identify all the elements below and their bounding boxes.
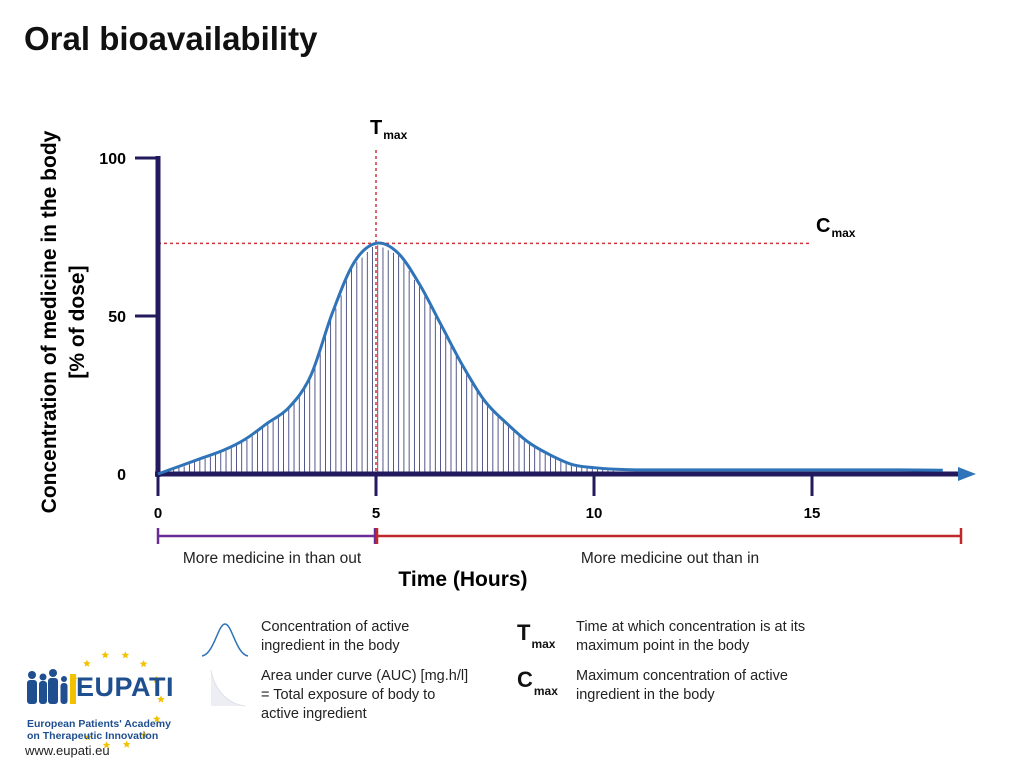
logo-line1: European Patients' Academy <box>27 718 171 730</box>
x-axis-arrow-icon <box>958 467 976 481</box>
star-icon <box>157 695 165 703</box>
y-axis-label: Concentration of medicine in the body [% … <box>38 130 89 513</box>
logo-name: EUPATI <box>76 672 175 702</box>
axis-labels: 0 50 100 0 5 10 15 Time (Hours) Concentration of… <box>38 117 856 591</box>
phase-ranges: More medicine in than out More medicine o… <box>156 528 963 567</box>
x-axis-label: Time (Hours) <box>398 568 527 591</box>
logo-url: www.eupati.eu <box>25 743 110 758</box>
x-tick-label: 5 <box>372 505 380 522</box>
legend-tmax-text: Time at which concentration is at its ma… <box>576 619 806 654</box>
people-figures-icon <box>27 669 76 704</box>
star-icon <box>102 741 111 749</box>
axes <box>135 156 976 496</box>
auc-legend-icon <box>210 669 246 707</box>
eupati-logo-graphic <box>27 651 165 749</box>
curve-legend-icon <box>201 623 249 657</box>
star-icon <box>84 733 92 741</box>
star-icon <box>121 651 130 659</box>
y-tick-label: 100 <box>99 151 126 168</box>
x-tick-label: 15 <box>804 505 821 522</box>
star-icon <box>83 659 91 667</box>
x-tick-label: 10 <box>586 505 603 522</box>
legend-cmax-text: Maximum concentration of active ingredie… <box>576 668 788 703</box>
range-label: More medicine out than in <box>581 550 759 567</box>
y-axis-label-line2: [% of dose] <box>66 265 89 378</box>
tmax-label-sub: max <box>383 128 407 142</box>
star-ring <box>70 651 165 749</box>
cmax-label-sub: max <box>831 226 855 240</box>
y-tick-label: 0 <box>117 467 126 484</box>
page-title: Oral bioavailability <box>24 20 318 57</box>
x-tick-label: 0 <box>154 505 162 522</box>
tmax-label: Tmax <box>370 117 408 142</box>
legend-auc-text: Area under curve (AUC) [mg.h/l] = Total … <box>261 668 469 722</box>
y-axis-label-line1: Concentration of medicine in the body <box>38 130 61 513</box>
cmax-label: Cmax <box>816 215 856 240</box>
auc-hatch <box>162 245 614 474</box>
guide-lines <box>158 150 812 474</box>
star-icon <box>139 659 148 668</box>
star-icon <box>122 740 131 748</box>
chart: 0 50 100 0 5 10 15 Time (Hours) Concentration of… <box>38 117 976 591</box>
star-icon <box>101 651 110 659</box>
star-icon <box>153 715 161 723</box>
star-icon <box>140 731 149 739</box>
legend-curve-text: Concentration of active ingredient in th… <box>261 619 410 654</box>
star-icon <box>152 675 161 683</box>
concentration-curve <box>157 241 943 476</box>
legend-cmax-symbol: Cmax <box>517 667 558 699</box>
range-label: More medicine in than out <box>183 550 362 567</box>
logo-line2: on Therapeutic Innovation <box>27 730 159 742</box>
y-tick-label: 50 <box>108 309 126 326</box>
legend-tmax-symbol: Tmax <box>517 620 556 652</box>
